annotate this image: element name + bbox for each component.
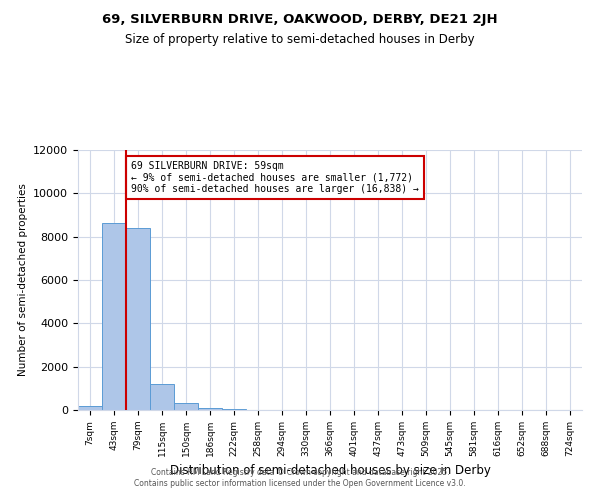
- Bar: [126, 228, 150, 410]
- Bar: [222, 408, 246, 410]
- Bar: [150, 384, 174, 410]
- Bar: [174, 403, 198, 410]
- Bar: [78, 406, 102, 410]
- Bar: [102, 222, 126, 410]
- Bar: [198, 408, 222, 410]
- Text: 69 SILVERBURN DRIVE: 59sqm
← 9% of semi-detached houses are smaller (1,772)
90% : 69 SILVERBURN DRIVE: 59sqm ← 9% of semi-…: [131, 161, 419, 194]
- Text: Size of property relative to semi-detached houses in Derby: Size of property relative to semi-detach…: [125, 32, 475, 46]
- X-axis label: Distribution of semi-detached houses by size in Derby: Distribution of semi-detached houses by …: [170, 464, 490, 477]
- Y-axis label: Number of semi-detached properties: Number of semi-detached properties: [17, 184, 28, 376]
- Text: 69, SILVERBURN DRIVE, OAKWOOD, DERBY, DE21 2JH: 69, SILVERBURN DRIVE, OAKWOOD, DERBY, DE…: [102, 12, 498, 26]
- Text: Contains HM Land Registry data © Crown copyright and database right 2025.
Contai: Contains HM Land Registry data © Crown c…: [134, 468, 466, 487]
